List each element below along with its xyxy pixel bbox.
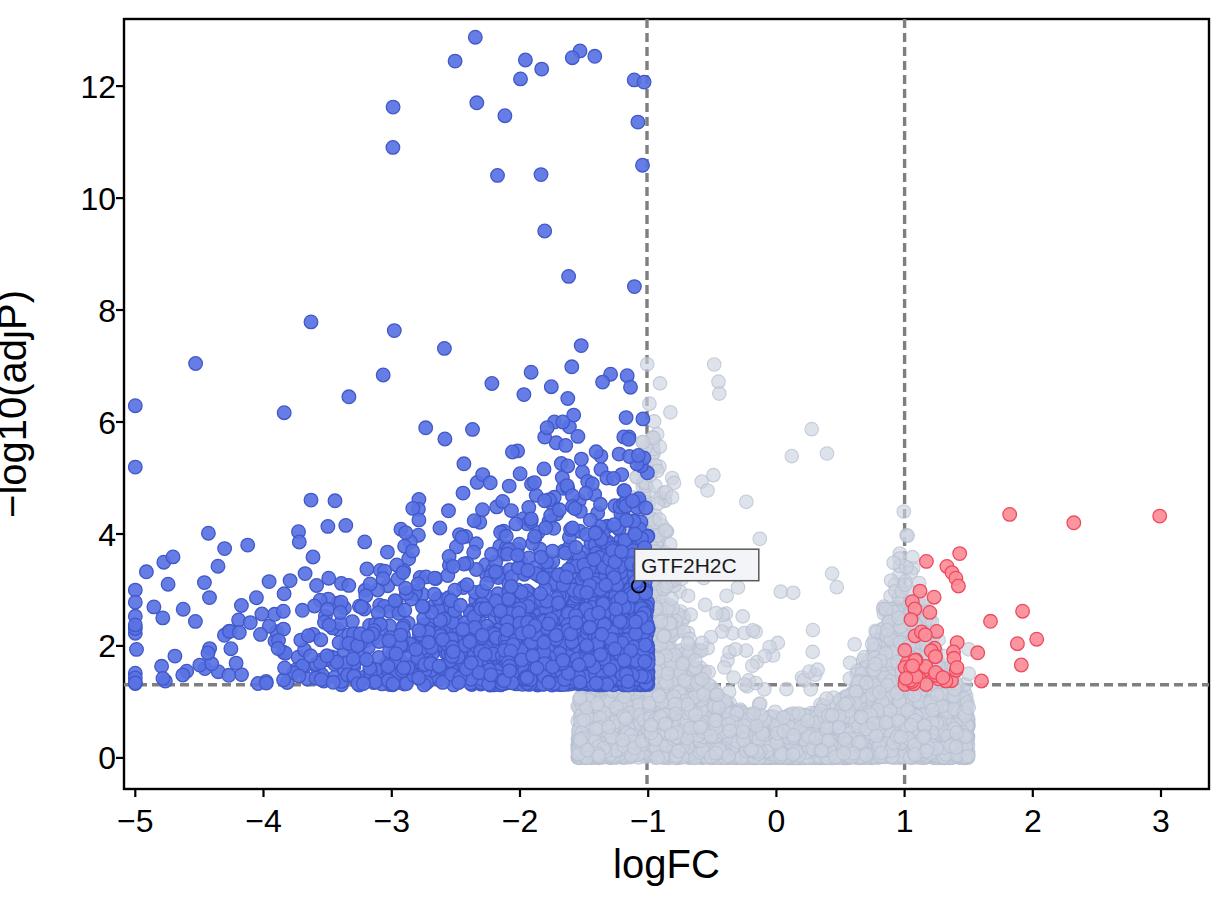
svg-text:GTF2H2C: GTF2H2C — [641, 554, 737, 577]
